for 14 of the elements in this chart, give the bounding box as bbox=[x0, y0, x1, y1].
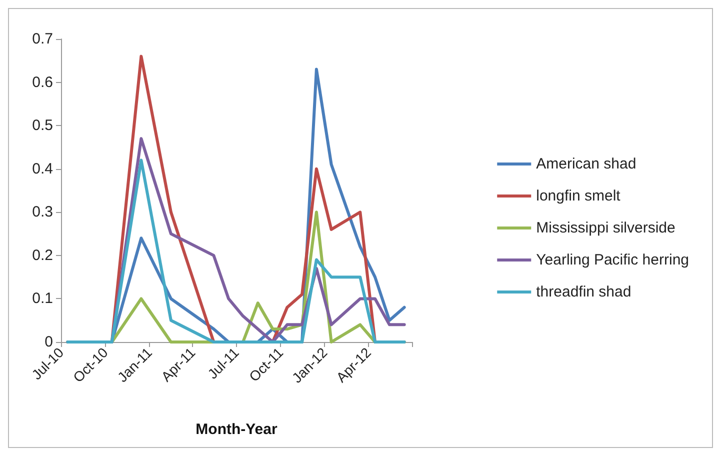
y-tick-label: 0.6 bbox=[32, 74, 53, 91]
legend-label: American shad bbox=[536, 156, 636, 172]
y-tick-label: 0.1 bbox=[32, 290, 53, 308]
legend-label: longfin smelt bbox=[536, 188, 622, 204]
legend-label: Yearling Pacific herring bbox=[536, 252, 690, 268]
y-tick-label: 0 bbox=[44, 334, 53, 350]
x-axis-title: Month-Year bbox=[196, 421, 278, 438]
y-tick-label: 0.5 bbox=[32, 117, 53, 134]
legend-label: threadfin shad bbox=[536, 284, 632, 300]
y-tick-label: 0.7 bbox=[32, 30, 53, 48]
y-tick-label: 0.4 bbox=[32, 160, 53, 178]
y-tick-label: 0.2 bbox=[32, 246, 53, 264]
y-tick-label: 0.3 bbox=[32, 204, 53, 221]
legend-label: Mississippi silverside bbox=[536, 220, 676, 236]
